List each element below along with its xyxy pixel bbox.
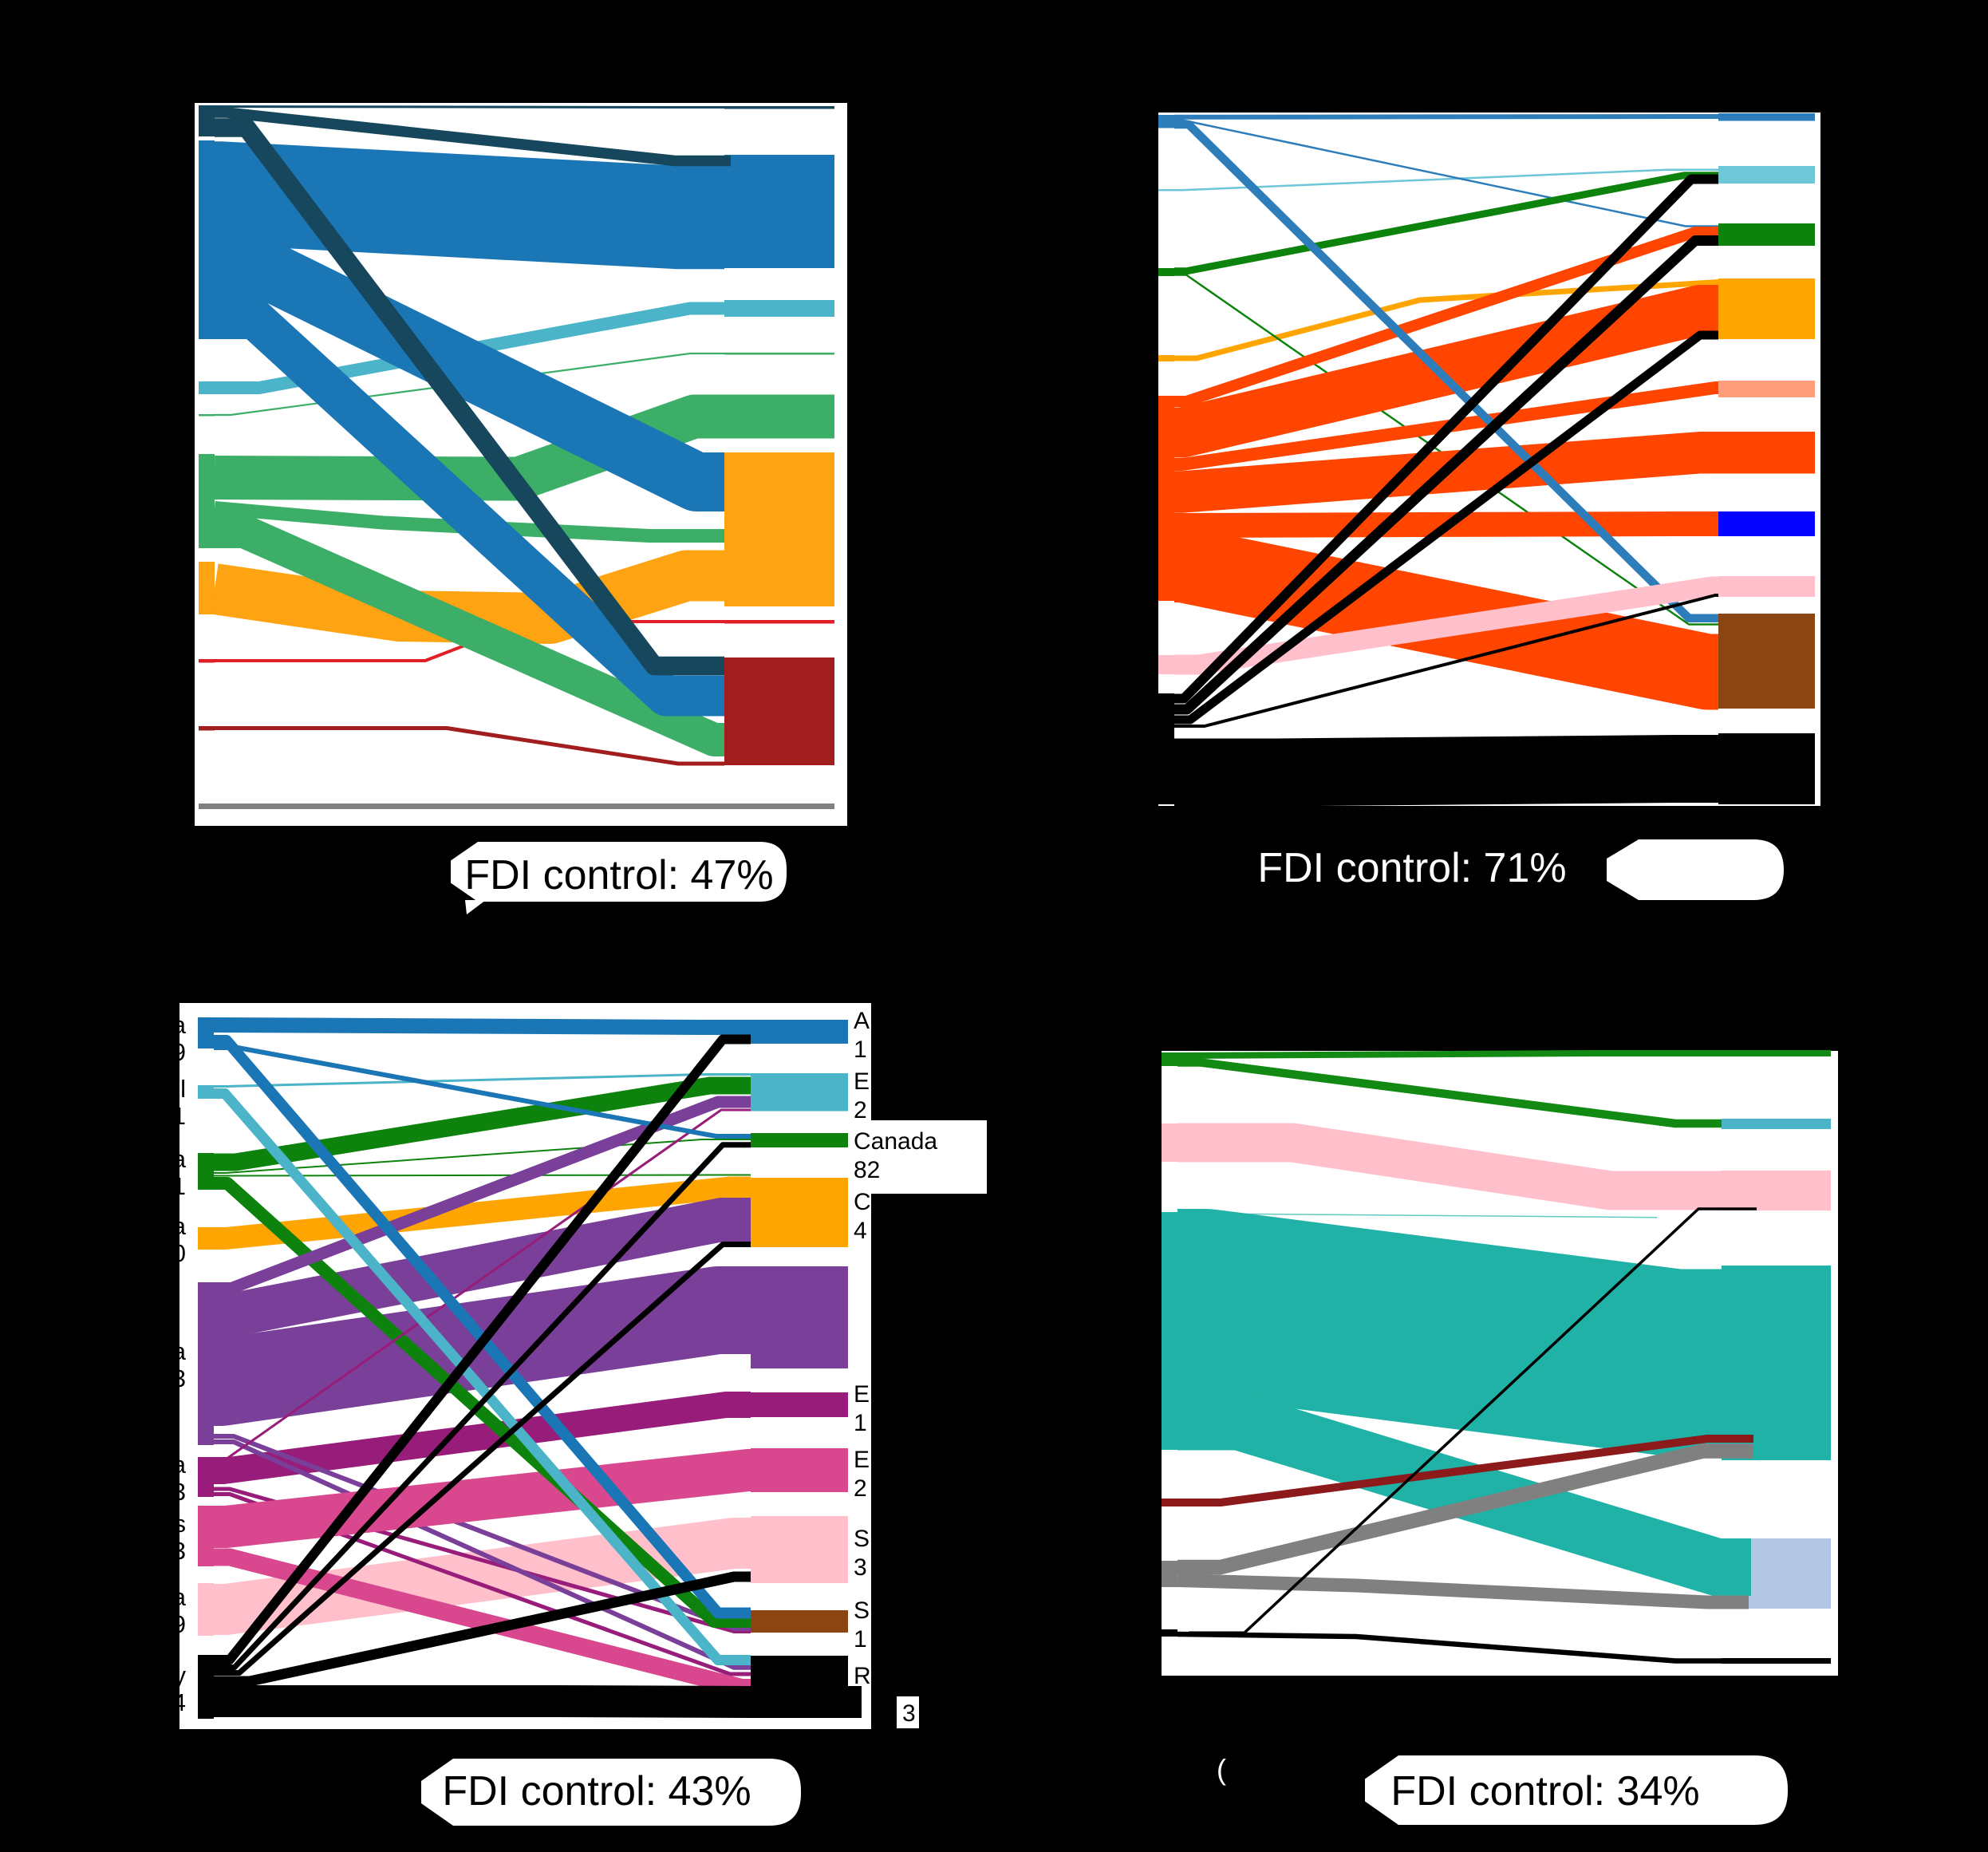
svg-text:FDI control: 34%: FDI control: 34% [1390, 1768, 1699, 1814]
svg-text:3: 3 [854, 1554, 867, 1581]
svg-text:R: R [854, 1663, 871, 1689]
svg-text:FDI control: 47%: FDI control: 47% [464, 852, 773, 898]
svg-text:E: E [854, 1068, 870, 1095]
svg-text:l: l [180, 1075, 186, 1103]
svg-text:E: E [854, 1447, 870, 1473]
svg-text:(: ( [1217, 1753, 1226, 1786]
svg-text:1: 1 [854, 1037, 867, 1063]
svg-text:1: 1 [854, 1410, 867, 1436]
svg-text:S: S [854, 1526, 870, 1552]
svg-text:S: S [854, 1597, 870, 1624]
svg-text:82: 82 [854, 1157, 880, 1183]
svg-text:C: C [854, 1189, 871, 1215]
svg-text:A: A [854, 1008, 870, 1034]
svg-text:E: E [854, 1381, 870, 1408]
svg-text:4: 4 [854, 1218, 867, 1244]
svg-text:2: 2 [854, 1097, 867, 1123]
svg-text:Canada: Canada [854, 1128, 937, 1155]
svg-text:1: 1 [854, 1626, 867, 1653]
svg-text:FDI control: 43%: FDI control: 43% [442, 1768, 751, 1814]
svg-text:3: 3 [902, 1700, 916, 1727]
svg-text:FDI control: 71%: FDI control: 71% [1257, 845, 1566, 891]
svg-text:2: 2 [854, 1475, 867, 1502]
